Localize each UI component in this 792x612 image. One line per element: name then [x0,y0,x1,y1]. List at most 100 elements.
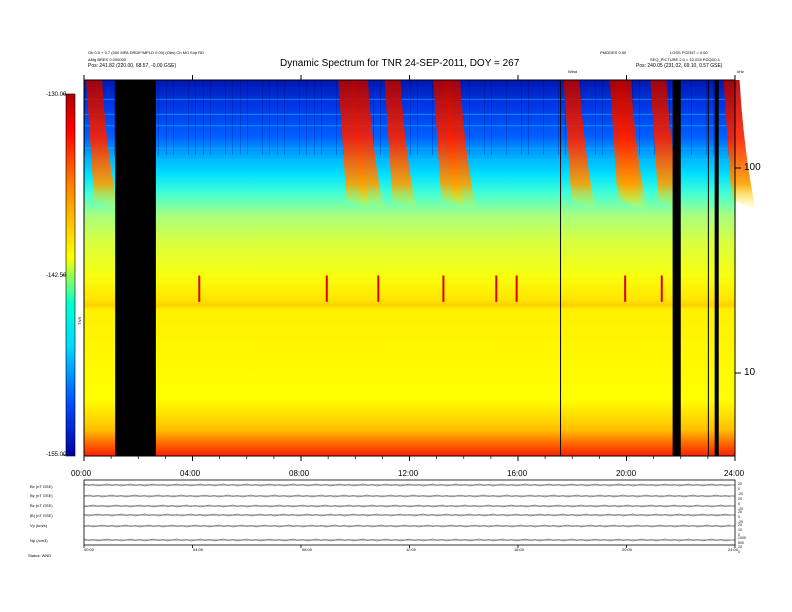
hatch-line [203,80,204,156]
hatch-line [691,80,692,156]
time-marker [560,80,562,456]
hatch-line [543,80,544,156]
header-right-position: Pos: 240.05 (231.02, 69.10, 0.57 GSE) [636,63,723,69]
panel-label-bx: Bx (nT GSE) [30,484,53,489]
hatch-line [469,80,470,156]
band-line [84,158,735,161]
hatch-line [173,80,174,156]
x-tick-5: 20:00 [616,469,637,478]
status-label: Status: WND [28,553,52,558]
header-left-position: Pos: 241.82 (220.00, 68.57, -0.00 GSE) [88,63,177,69]
panel-data-trace [83,538,731,542]
panel-data-trace [83,494,731,498]
panel-x-tick-0: 00:00 [84,547,95,552]
hatch-line [269,80,270,156]
hatch-line [595,80,596,156]
spectral-spike [377,275,380,302]
hatch-line [558,80,559,156]
hatch-line [314,80,315,156]
time-marker [707,80,709,456]
hatch-line [336,80,337,156]
hatch-line [639,80,640,156]
spectrum-background [84,80,735,456]
hatch-line [225,80,226,156]
colorbar [65,93,76,457]
header-small-label: Wind [568,69,578,74]
spectral-spike [325,275,328,302]
panel-label-bz: Bz (nT GSE) [30,503,53,508]
hatch-line [491,80,492,156]
x-tick-4: 16:00 [507,469,528,478]
radio-burst [351,80,384,210]
hatch-line [284,80,285,156]
hatch-line [565,80,566,156]
header-right-line2: LOSS PCENT = 0.00 [670,50,708,55]
kHz-label: kHz [737,69,744,74]
colorbar-label: TNR [77,316,82,325]
radio-burst [444,80,477,210]
panel-x-tick-3: 12:00 [406,547,417,552]
radio-burst [723,80,756,210]
data-gap [115,80,156,456]
hatch-line [321,80,322,156]
spectral-spike [198,275,201,302]
panel-scale-bx: 20 0 -20 [738,482,744,496]
hatch-line [484,80,485,156]
hatch-line [306,80,307,156]
spectral-spike [624,275,627,302]
hatch-line [521,80,522,156]
panel-label-vp: Vp (km/s) [30,523,48,528]
colorbar-tick-bottom: -155.00 [46,452,67,458]
bottom-panel-frame [83,479,736,546]
hatch-line [410,80,411,156]
panel-label-np: Np (/cm3) [30,538,48,543]
hatch-line [240,80,241,156]
hatch-line [210,80,211,156]
header-info-line1: Gb 0.0 + 0.7 (000 MPA DRDIF/MPLD 0.00) (… [88,50,205,55]
header-right-line1: PMODES 0.50 [600,50,627,55]
x-tick-2: 08:00 [289,469,310,478]
radio-burst [86,80,119,210]
hatch-line [195,80,196,156]
spectral-spike [495,275,498,302]
colorbar-tick-mid: -142.50 [46,273,67,279]
radio-burst [615,80,648,210]
x-tick-3: 12:00 [398,469,419,478]
band-line [84,98,735,100]
spectral-spike [442,275,445,302]
spectral-spike [660,275,663,302]
panel-data-trace [83,513,731,517]
hatch-line [706,80,707,156]
hatch-line [506,80,507,156]
header-right-line3: SEQ_PICTURE 2.0 = 10.025 PDQD0.1 [650,57,720,62]
hatch-line [247,80,248,156]
data-gap [714,80,719,456]
panel-x-tick-4: 16:00 [514,547,525,552]
colorbar-tick-top: -130.00 [46,92,67,98]
data-gap [672,80,681,456]
panel-x-tick-1: 04:00 [193,547,204,552]
panel-data-trace [83,524,731,528]
spectral-spike [515,275,518,302]
hatch-line [277,80,278,156]
panel-x-tick-2: 08:00 [302,547,313,552]
panel-scale-np: 20 0 [738,545,742,554]
hatch-line [669,80,670,156]
chart-title: Dynamic Spectrum for TNR 24-SEP-2011, DO… [280,58,520,69]
hatch-line [380,80,381,156]
header-info-line2: AMg BRES 0.000000 [88,57,127,62]
x-tick-1: 04:00 [180,469,201,478]
band-line [84,113,735,116]
x-tick-6: 24:00 [724,469,745,478]
hatch-line [158,80,159,156]
panel-scale-vp: 1000 500 [738,536,746,545]
panel-data-trace [83,483,731,487]
panel-label-by: By (nT GSE) [30,493,53,498]
band-line [84,147,735,149]
x-tick-0: 00:00 [71,469,92,478]
hatch-line [713,80,714,156]
hatch-line [528,80,529,156]
panel-scale-by: 20 0 -20 [738,497,744,511]
hatch-line [114,80,115,156]
